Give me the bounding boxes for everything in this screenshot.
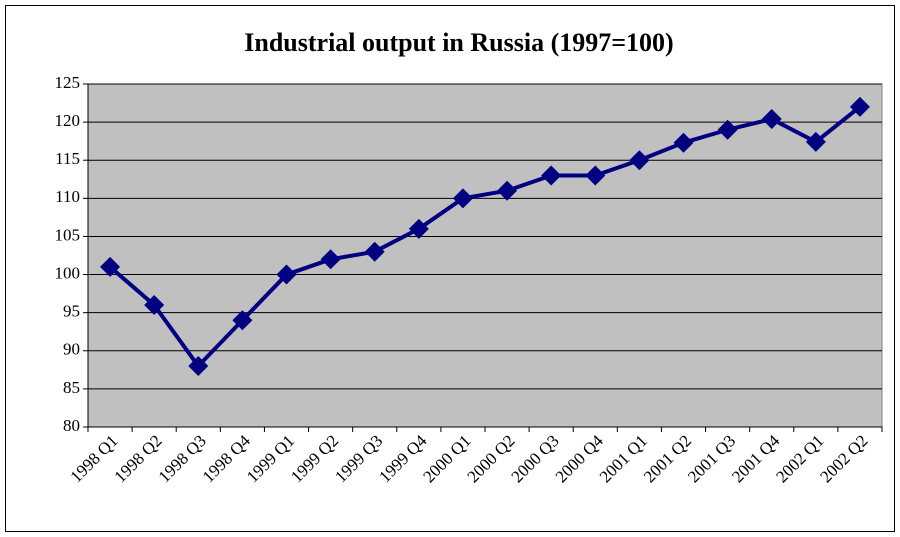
y-tick-label: 90: [63, 340, 80, 359]
y-tick-label: 95: [63, 302, 80, 321]
marker: [629, 150, 650, 171]
marker: [585, 165, 606, 186]
marker: [805, 131, 826, 152]
y-tick-label: 100: [55, 263, 81, 282]
marker: [497, 180, 518, 201]
marker: [100, 256, 121, 277]
y-tick-label: 120: [55, 111, 81, 130]
marker: [541, 165, 562, 186]
plot-area: [87, 83, 883, 428]
marker: [452, 188, 473, 209]
y-tick-label: 110: [55, 187, 80, 206]
marker: [188, 356, 209, 377]
marker: [717, 119, 738, 140]
y-tick-label: 125: [55, 73, 81, 92]
y-tick-label: 85: [63, 378, 80, 397]
marker: [232, 310, 253, 331]
marker: [673, 132, 694, 153]
y-tick-label: 80: [63, 416, 80, 435]
marker: [761, 109, 782, 130]
marker: [408, 218, 429, 239]
marker: [276, 264, 297, 285]
chart-title: Industrial output in Russia (1997=100): [244, 28, 673, 57]
y-tick-label: 105: [55, 225, 81, 244]
y-tick-label: 115: [55, 149, 80, 168]
marker: [849, 96, 870, 117]
marker: [144, 295, 165, 316]
marker: [320, 249, 341, 270]
marker: [364, 241, 385, 262]
